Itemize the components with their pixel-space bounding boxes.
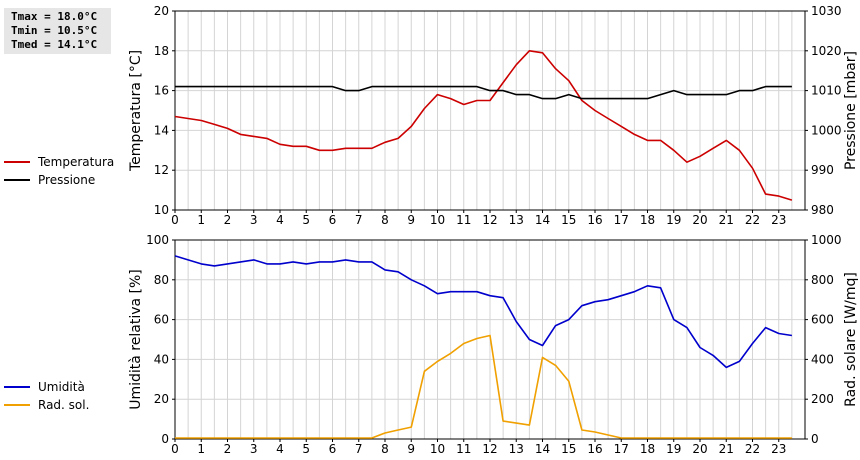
legend-item-pressione: Pressione — [4, 171, 114, 189]
legend-bottom: Umidità Rad. sol. — [4, 378, 89, 414]
y-tick-label: 60 — [154, 313, 169, 327]
legend-swatch — [4, 404, 30, 406]
x-tick-label: 9 — [407, 213, 415, 227]
x-tick-label: 11 — [456, 213, 471, 227]
y-tick-label: 10 — [154, 203, 169, 217]
x-tick-label: 0 — [171, 213, 179, 227]
stat-tmed: Tmed = 14.1°C — [11, 38, 98, 51]
y-tick-label: 14 — [154, 123, 169, 137]
x-tick-label: 17 — [614, 442, 629, 456]
legend-item-rad-sol: Rad. sol. — [4, 396, 89, 414]
x-tick-label: 9 — [407, 442, 415, 456]
x-tick-label: 3 — [250, 213, 258, 227]
x-tick-label: 17 — [614, 213, 629, 227]
y2-tick-label: 1000 — [811, 123, 842, 137]
x-tick-label: 13 — [509, 442, 524, 456]
legend-label: Pressione — [38, 173, 96, 187]
x-tick-label: 5 — [302, 213, 310, 227]
legend-swatch — [4, 161, 30, 163]
x-tick-label: 1 — [197, 213, 205, 227]
y-tick-label: 18 — [154, 44, 169, 58]
x-tick-label: 16 — [587, 213, 602, 227]
legend-item-temperatura: Temperatura — [4, 153, 114, 171]
y2-axis-label: Rad. solare [W/mq] — [843, 272, 859, 407]
x-tick-label: 23 — [771, 442, 786, 456]
x-tick-label: 3 — [250, 442, 258, 456]
x-tick-label: 6 — [329, 213, 337, 227]
y2-tick-label: 1010 — [811, 84, 842, 98]
x-tick-label: 21 — [719, 442, 734, 456]
legend-swatch — [4, 179, 30, 181]
y-tick-label: 12 — [154, 163, 169, 177]
x-tick-label: 14 — [535, 213, 550, 227]
x-tick-label: 4 — [276, 442, 284, 456]
legend-label: Umidità — [38, 380, 85, 394]
legend-label: Rad. sol. — [38, 398, 90, 412]
stat-tmax: Tmax = 18.0°C — [11, 10, 98, 23]
y2-tick-label: 600 — [811, 313, 834, 327]
stats-box: Tmax = 18.0°C Tmin = 10.5°C Tmed = 14.1°… — [4, 8, 111, 54]
x-tick-label: 21 — [719, 213, 734, 227]
x-tick-label: 7 — [355, 213, 363, 227]
y2-tick-label: 800 — [811, 273, 834, 287]
y-tick-label: 100 — [146, 233, 169, 247]
x-tick-label: 4 — [276, 213, 284, 227]
y-tick-label: 20 — [154, 4, 169, 18]
x-tick-label: 22 — [745, 213, 760, 227]
x-tick-label: 10 — [430, 213, 445, 227]
x-tick-label: 19 — [666, 213, 681, 227]
x-tick-label: 2 — [224, 213, 232, 227]
y2-tick-label: 400 — [811, 352, 834, 366]
x-tick-label: 20 — [692, 213, 707, 227]
y2-tick-label: 200 — [811, 392, 834, 406]
y-tick-label: 16 — [154, 84, 169, 98]
y2-axis-label: Pressione [mbar] — [843, 51, 859, 170]
x-tick-label: 19 — [666, 442, 681, 456]
x-tick-label: 13 — [509, 213, 524, 227]
y2-tick-label: 980 — [811, 203, 834, 217]
x-tick-label: 7 — [355, 442, 363, 456]
legend-top: Temperatura Pressione — [4, 153, 114, 189]
x-tick-label: 23 — [771, 213, 786, 227]
x-tick-label: 14 — [535, 442, 550, 456]
y-axis-label: Temperatura [°C] — [128, 50, 144, 172]
x-tick-label: 12 — [482, 442, 497, 456]
legend-label: Temperatura — [38, 155, 115, 169]
x-tick-label: 22 — [745, 442, 760, 456]
x-tick-label: 12 — [482, 213, 497, 227]
x-tick-label: 2 — [224, 442, 232, 456]
y-tick-label: 40 — [154, 352, 169, 366]
y2-tick-label: 1030 — [811, 4, 842, 18]
x-tick-label: 16 — [587, 442, 602, 456]
x-tick-label: 11 — [456, 442, 471, 456]
series-line-temperatura — [174, 49, 793, 201]
x-tick-label: 20 — [692, 442, 707, 456]
y2-tick-label: 990 — [811, 163, 834, 177]
x-tick-label: 6 — [329, 442, 337, 456]
y-axis-label: Umidità relativa [%] — [128, 269, 144, 410]
x-tick-label: 15 — [561, 213, 576, 227]
stat-tmin: Tmin = 10.5°C — [11, 24, 98, 37]
y-tick-label: 20 — [154, 392, 169, 406]
x-tick-label: 18 — [640, 213, 655, 227]
x-tick-label: 15 — [561, 442, 576, 456]
y-tick-label: 0 — [161, 432, 169, 446]
x-tick-label: 8 — [381, 213, 389, 227]
legend-item-umidita: Umidità — [4, 378, 89, 396]
x-tick-label: 5 — [302, 442, 310, 456]
series-line-rad-sol- — [175, 334, 792, 439]
x-tick-label: 10 — [430, 442, 445, 456]
legend-swatch — [4, 386, 30, 388]
x-tick-label: 1 — [197, 442, 205, 456]
series-line-pressione — [175, 85, 792, 100]
y2-tick-label: 1000 — [811, 233, 842, 247]
y2-tick-label: 0 — [811, 432, 819, 446]
y2-tick-label: 1020 — [811, 44, 842, 58]
x-tick-label: 0 — [171, 442, 179, 456]
y-tick-label: 80 — [154, 273, 169, 287]
x-tick-label: 8 — [381, 442, 389, 456]
x-tick-label: 18 — [640, 442, 655, 456]
series-line-umidit- — [174, 255, 793, 369]
